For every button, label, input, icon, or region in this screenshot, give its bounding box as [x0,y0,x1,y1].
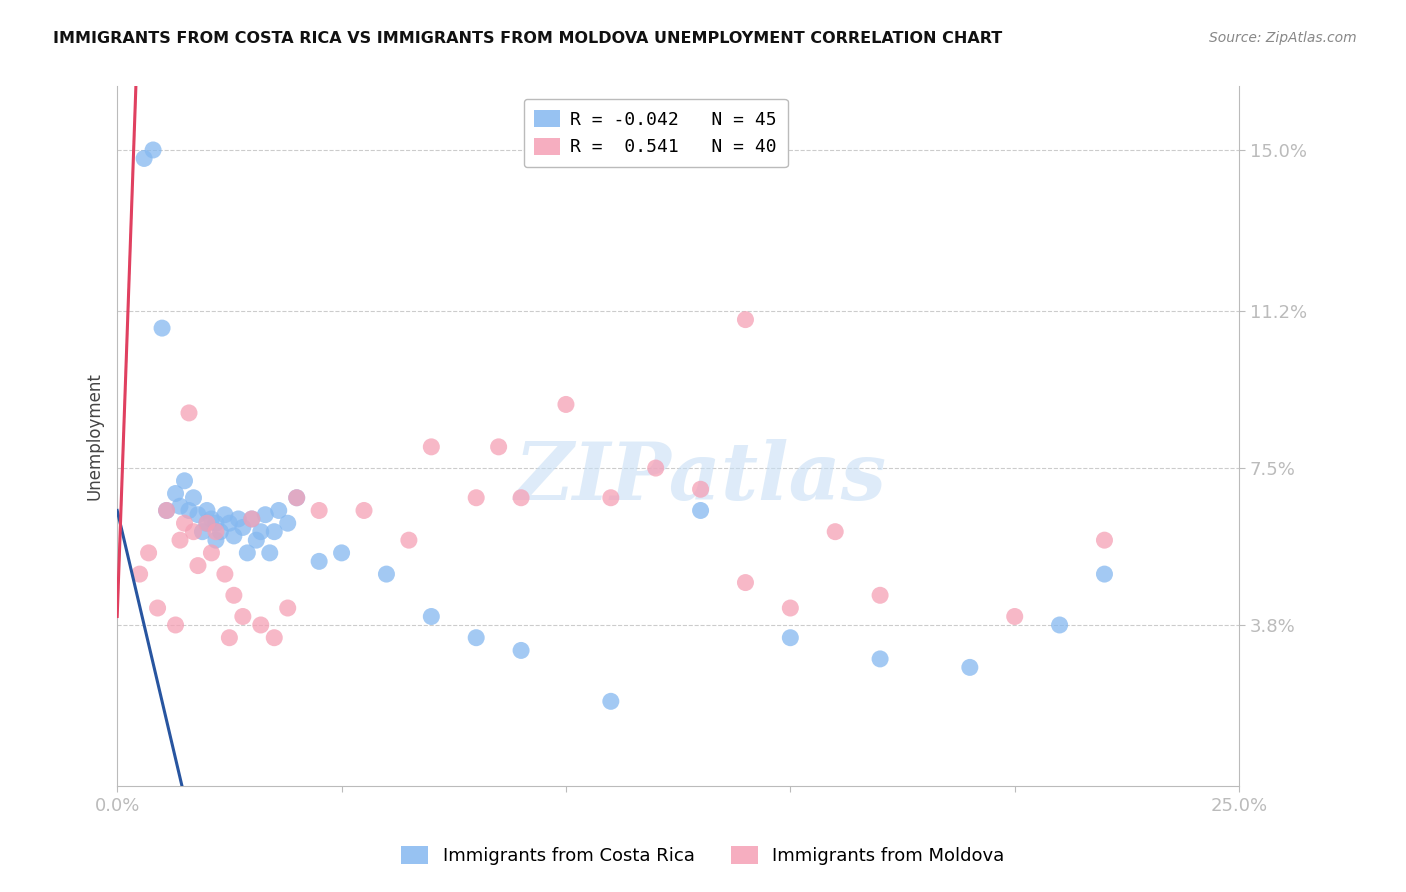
Point [644,461,666,475]
Point [165,486,187,500]
Text: IMMIGRANTS FROM COSTA RICA VS IMMIGRANTS FROM MOLDOVA UNEMPLOYMENT CORRELATION C: IMMIGRANTS FROM COSTA RICA VS IMMIGRANTS… [53,31,1002,46]
Point [205,524,228,539]
Point [155,503,177,517]
Point [959,660,981,674]
Point [232,520,254,534]
Point [228,512,250,526]
Point [183,524,205,539]
Point [779,631,801,645]
Point [183,491,205,505]
Point [191,524,214,539]
Point [249,618,271,632]
Point [132,152,155,166]
Point [510,491,533,505]
Point [177,406,200,420]
Point [259,546,281,560]
Point [222,529,245,543]
Point [218,516,240,531]
Point [779,601,801,615]
Point [142,143,165,157]
Point [599,694,621,708]
Point [173,474,195,488]
Point [375,567,398,582]
Point [510,643,533,657]
Point [465,631,488,645]
Point [824,524,846,539]
Point [263,524,285,539]
Point [330,546,353,560]
Point [1094,533,1116,548]
Point [218,631,240,645]
Point [245,533,267,548]
Point [232,609,254,624]
Text: Source: ZipAtlas.com: Source: ZipAtlas.com [1209,31,1357,45]
Point [465,491,488,505]
Legend: R = -0.042   N = 45, R =  0.541   N = 40: R = -0.042 N = 45, R = 0.541 N = 40 [523,99,787,167]
Point [267,503,290,517]
Point [1094,567,1116,582]
Text: ZIPatlas: ZIPatlas [515,440,887,517]
Point [308,503,330,517]
Point [205,533,228,548]
Point [240,512,263,526]
Point [734,312,756,326]
Point [308,554,330,568]
Point [205,516,228,531]
Point [285,491,308,505]
Point [254,508,277,522]
Point [195,503,218,517]
Point [353,503,375,517]
Point [420,440,443,454]
Point [128,567,150,582]
Point [200,546,222,560]
Point [488,440,510,454]
Point [214,508,236,522]
Point [236,546,259,560]
Point [173,516,195,531]
Y-axis label: Unemployment: Unemployment [86,372,103,500]
Point [420,609,443,624]
Point [138,546,160,560]
Point [214,567,236,582]
Point [200,512,222,526]
Point [263,631,285,645]
Point [146,601,169,615]
Point [689,483,711,497]
Point [277,601,299,615]
Point [187,558,209,573]
Point [240,512,263,526]
Point [165,618,187,632]
Point [209,524,232,539]
Point [1004,609,1026,624]
Point [277,516,299,531]
Point [869,588,891,602]
Legend: Immigrants from Costa Rica, Immigrants from Moldova: Immigrants from Costa Rica, Immigrants f… [394,839,1012,872]
Point [1049,618,1071,632]
Point [155,503,177,517]
Point [169,533,191,548]
Point [398,533,420,548]
Point [195,516,218,531]
Point [869,652,891,666]
Point [187,508,209,522]
Point [285,491,308,505]
Point [177,503,200,517]
Point [734,575,756,590]
Point [169,500,191,514]
Point [195,516,218,531]
Point [599,491,621,505]
Point [222,588,245,602]
Point [249,524,271,539]
Point [555,397,578,411]
Point [150,321,173,335]
Point [689,503,711,517]
